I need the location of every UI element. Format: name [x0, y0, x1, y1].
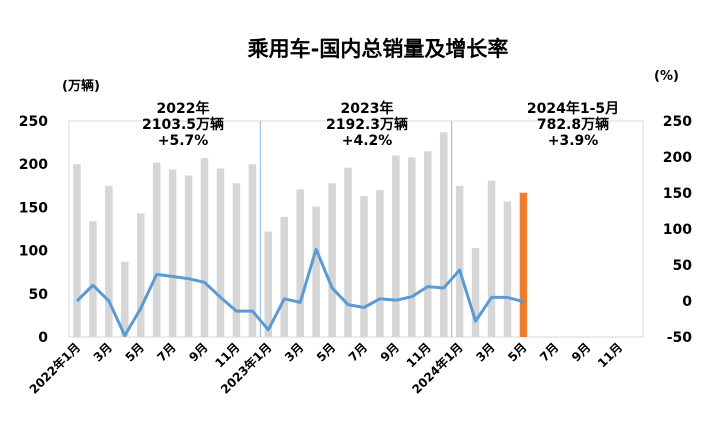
right-tick-label: 0 [682, 294, 692, 310]
x-tick-label: 2022年1月 [26, 340, 83, 397]
left-axis-unit: (万辆) [62, 78, 100, 94]
sales-bar [184, 175, 193, 337]
right-tick-label: 150 [663, 186, 692, 202]
right-axis-ticks: 250 200 150 100 50 0 -50 [663, 114, 692, 346]
sales-bar [73, 164, 81, 337]
sales-bar [424, 151, 432, 337]
x-tick-label: 5月 [505, 340, 529, 364]
year-annotation-line: 2024年1-5月 [527, 100, 619, 117]
right-tick-label: -50 [667, 330, 693, 346]
sales-bar [344, 167, 352, 337]
growth-line [75, 247, 524, 338]
sales-bar [519, 192, 528, 337]
sales-bar [471, 248, 480, 337]
year-annotation-line: 2022年 [157, 100, 210, 117]
sales-bar [439, 132, 448, 337]
year-separators [259, 121, 453, 337]
sales-bar [296, 189, 304, 337]
left-tick-label: 50 [29, 287, 49, 303]
sales-bar [376, 190, 384, 337]
x-tick-label: 3月 [91, 340, 115, 364]
left-tick-label: 150 [19, 200, 48, 216]
sales-bar [200, 158, 209, 337]
left-axis-ticks: 250 200 150 100 50 0 [19, 114, 48, 346]
x-tick-label: 3月 [473, 340, 497, 364]
sales-bar [216, 168, 225, 337]
year-annotation-line: +3.9% [548, 133, 599, 149]
year-annotation-line: +4.2% [342, 133, 393, 149]
right-tick-label: 50 [673, 258, 693, 274]
x-tick-label: 5月 [123, 340, 147, 364]
sales-bar [455, 185, 464, 337]
sales-bar [312, 206, 320, 337]
x-tick-label: 11月 [595, 340, 625, 370]
year-annotation-line: 2192.3万辆 [326, 116, 408, 133]
sales-bar [137, 213, 145, 337]
left-tick-label: 250 [19, 114, 48, 130]
x-tick-label: 9月 [569, 340, 593, 364]
left-tick-label: 100 [19, 244, 48, 260]
sales-bar [105, 185, 113, 337]
sales-bar [248, 164, 257, 337]
right-tick-label: 250 [663, 114, 692, 130]
year-annotation-line: +5.7% [158, 133, 209, 149]
x-tick-label: 7月 [154, 340, 178, 364]
sales-bar [360, 196, 368, 337]
x-tick-label: 9月 [378, 340, 402, 364]
x-tick-label: 5月 [314, 340, 338, 364]
sales-bar [232, 183, 241, 337]
sales-bar [168, 169, 177, 337]
sales-bar [121, 261, 129, 337]
sales-bar [328, 183, 336, 337]
right-tick-label: 200 [663, 150, 692, 166]
sales-bar [89, 221, 97, 337]
year-annotation-line: 2023年 [341, 100, 394, 117]
right-tick-label: 100 [663, 222, 692, 238]
plot-frame [68, 120, 644, 338]
sales-bar [392, 155, 400, 337]
year-annotation-line: 2103.5万辆 [142, 116, 224, 133]
right-axis-unit: (%) [654, 69, 679, 84]
sales-bar [503, 201, 512, 337]
chart-title: 乘用车-国内总销量及增长率 [247, 37, 509, 61]
sales-bar [280, 216, 288, 337]
sales-bar [264, 231, 273, 337]
x-tick-label: 7月 [537, 340, 561, 364]
sales-bar [487, 180, 496, 337]
x-tick-label: 9月 [186, 340, 210, 364]
left-tick-label: 200 [19, 157, 48, 173]
left-tick-label: 0 [38, 330, 48, 346]
x-tick-label: 3月 [282, 340, 306, 364]
year-annotation-line: 782.8万辆 [537, 116, 609, 133]
sales-bar [152, 162, 161, 337]
sales-bar [408, 157, 416, 337]
bars [73, 132, 528, 337]
x-tick-label: 7月 [346, 340, 370, 364]
